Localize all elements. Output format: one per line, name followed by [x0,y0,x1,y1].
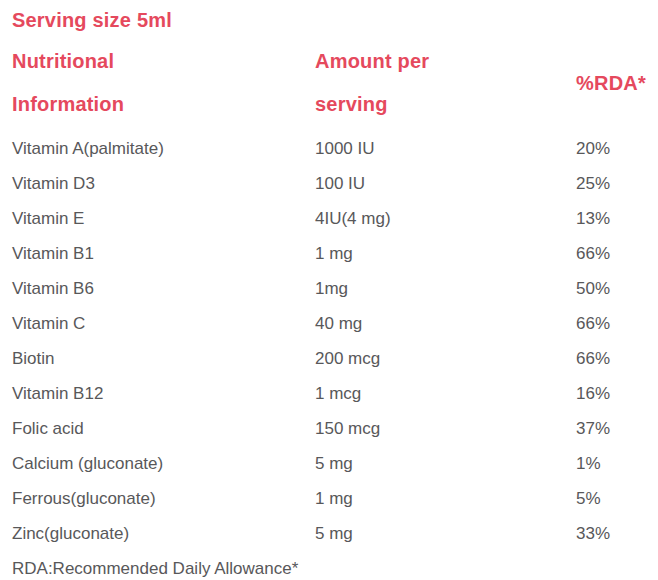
header-nutritional-information: Nutritional Information [12,40,315,126]
table-row: Vitamin B6 1mg 50% [12,271,658,306]
nutrient-name: Vitamin B6 [12,279,315,299]
nutrient-amount: 150 mcg [315,419,576,439]
table-row: Vitamin D3 100 IU 25% [12,166,658,201]
table-row: Vitamin B1 1 mg 66% [12,236,658,271]
nutrient-rda-percent: 66% [576,314,658,334]
nutrient-name: Ferrous(gluconate) [12,489,315,509]
nutrient-name: Biotin [12,349,315,369]
nutrient-amount: 200 mcg [315,349,576,369]
nutrient-name: Calcium (gluconate) [12,454,315,474]
nutrient-rda-percent: 33% [576,524,658,544]
table-row: Vitamin B12 1 mcg 16% [12,376,658,411]
nutrient-rda-percent: 1% [576,454,658,474]
nutrient-amount: 5 mg [315,524,576,544]
table-row: Calcium (gluconate) 5 mg 1% [12,446,658,481]
nutrient-amount: 40 mg [315,314,576,334]
nutrient-name: Vitamin C [12,314,315,334]
nutrient-amount: 5 mg [315,454,576,474]
nutrient-rda-percent: 20% [576,139,658,159]
nutrient-amount: 100 IU [315,174,576,194]
table-row: Biotin 200 mcg 66% [12,341,658,376]
table-header-row: Nutritional Information Amount per servi… [12,40,658,126]
nutrient-rda-percent: 25% [576,174,658,194]
rda-footnote: RDA:Recommended Daily Allowance* [12,557,658,580]
table-row: Zinc(gluconate) 5 mg 33% [12,516,658,551]
nutrient-amount: 1mg [315,279,576,299]
header-rda-percent: %RDA* [576,40,658,126]
nutrient-rda-percent: 5% [576,489,658,509]
nutrient-rda-percent: 66% [576,244,658,264]
table-body: Vitamin A(palmitate) 1000 IU 20% Vitamin… [12,131,658,551]
header-amount-per-serving: Amount per serving [315,40,576,126]
nutrient-name: Folic acid [12,419,315,439]
nutrient-name: Vitamin D3 [12,174,315,194]
table-row: Vitamin A(palmitate) 1000 IU 20% [12,131,658,166]
nutrient-rda-percent: 13% [576,209,658,229]
table-row: Ferrous(gluconate) 1 mg 5% [12,481,658,516]
serving-size-title: Serving size 5ml [12,8,658,32]
table-row: Vitamin C 40 mg 66% [12,306,658,341]
nutrient-rda-percent: 16% [576,384,658,404]
nutrient-name: Zinc(gluconate) [12,524,315,544]
nutrient-name: Vitamin B1 [12,244,315,264]
nutrient-amount: 4IU(4 mg) [315,209,576,229]
nutrient-amount: 1 mg [315,489,576,509]
table-row: Folic acid 150 mcg 37% [12,411,658,446]
table-row: Vitamin E 4IU(4 mg) 13% [12,201,658,236]
nutrient-rda-percent: 66% [576,349,658,369]
nutrient-name: Vitamin B12 [12,384,315,404]
nutrient-amount: 1 mcg [315,384,576,404]
nutrient-amount: 1000 IU [315,139,576,159]
nutrient-amount: 1 mg [315,244,576,264]
nutrient-rda-percent: 50% [576,279,658,299]
nutrient-rda-percent: 37% [576,419,658,439]
nutrition-facts-panel: Serving size 5ml Nutritional Information… [0,0,658,580]
nutrient-name: Vitamin A(palmitate) [12,139,315,159]
nutrient-name: Vitamin E [12,209,315,229]
